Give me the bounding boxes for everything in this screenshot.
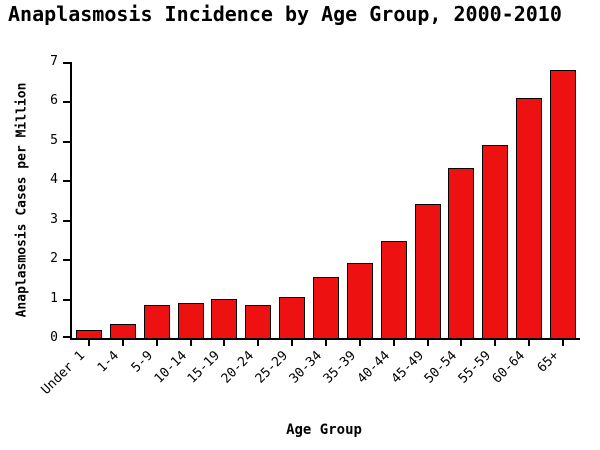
bar-10-14 <box>177 302 204 338</box>
bar-1-4 <box>109 324 136 338</box>
y-tick-mark <box>63 62 70 64</box>
y-tick-mark <box>63 336 70 338</box>
bar-Under 1 <box>75 330 102 338</box>
bar-20-24 <box>245 304 272 338</box>
bar-30-34 <box>313 276 339 338</box>
y-tick-label: 2 <box>50 251 58 267</box>
x-tick-mark <box>223 340 226 346</box>
bar-25-29 <box>279 296 306 338</box>
x-tick-mark <box>325 340 327 346</box>
chart-title: Anaplasmosis Incidence by Age Group, 200… <box>8 2 562 26</box>
y-tick-label: 6 <box>50 93 58 109</box>
bar-5-9 <box>143 304 170 338</box>
x-tick-mark <box>87 340 90 346</box>
y-tick-label: 1 <box>50 290 58 306</box>
bar-15-19 <box>211 298 238 338</box>
bar-45-49 <box>414 203 441 338</box>
x-tick-mark <box>155 340 158 346</box>
y-tick-mark <box>63 259 70 262</box>
y-tick-mark <box>63 298 70 301</box>
bar-35-39 <box>346 263 373 338</box>
x-tick-mark <box>291 340 294 346</box>
x-tick-mark <box>257 340 260 346</box>
x-tick-mark <box>460 340 463 346</box>
y-tick-mark <box>63 101 70 104</box>
x-tick-mark <box>392 340 395 346</box>
x-axis-label: Age Group <box>286 422 362 438</box>
x-tick-mark <box>494 340 497 346</box>
y-tick-label: 0 <box>50 330 58 345</box>
bar-50-54 <box>448 168 475 338</box>
y-tick-label: 3 <box>50 211 58 227</box>
x-tick-mark <box>189 340 192 346</box>
x-tick-mark <box>426 340 429 346</box>
x-tick-mark <box>358 340 361 346</box>
y-tick-mark <box>63 140 70 143</box>
bar-60-64 <box>516 97 543 338</box>
x-tick-mark <box>528 340 531 346</box>
x-tick-mark <box>121 340 124 346</box>
bar-65+ <box>550 69 577 338</box>
bar-40-44 <box>380 241 407 338</box>
bar-55-59 <box>482 144 509 338</box>
x-tick-mark <box>562 340 565 346</box>
y-tick-mark <box>63 180 70 183</box>
y-tick-mark <box>63 219 70 222</box>
y-tick-label: 5 <box>50 132 58 148</box>
y-axis-label: Anaplasmosis Cases per Million <box>14 82 30 318</box>
y-tick-label: 4 <box>50 172 58 188</box>
plot-area: 0 1 2 3 4 5 6 7 Under 1 1-4 5-9 10-14 15-19 20-24 25-2… <box>39 54 580 398</box>
y-tick-label: 7 <box>50 54 58 69</box>
